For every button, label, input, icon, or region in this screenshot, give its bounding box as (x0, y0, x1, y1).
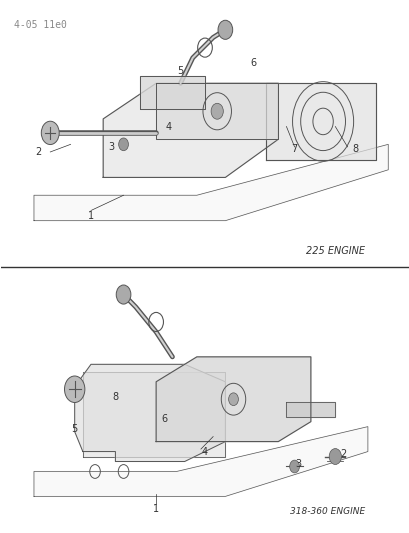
Text: 6: 6 (161, 414, 167, 424)
Polygon shape (156, 83, 278, 139)
Circle shape (228, 393, 238, 406)
Polygon shape (265, 83, 375, 159)
Text: 225 ENGINE: 225 ENGINE (305, 246, 364, 256)
Circle shape (116, 285, 130, 304)
Text: 4: 4 (202, 447, 207, 457)
Polygon shape (83, 372, 225, 457)
Polygon shape (74, 365, 225, 462)
Text: 7: 7 (291, 144, 297, 155)
Polygon shape (156, 357, 310, 441)
Text: 8: 8 (112, 392, 118, 402)
Polygon shape (139, 76, 204, 109)
Text: 2: 2 (339, 449, 346, 459)
Text: 1: 1 (88, 211, 94, 221)
Text: 1: 1 (153, 504, 159, 514)
Text: 2: 2 (35, 147, 41, 157)
Circle shape (328, 449, 341, 464)
Circle shape (218, 20, 232, 39)
Polygon shape (286, 402, 335, 417)
Text: 3: 3 (108, 142, 114, 152)
Polygon shape (103, 83, 278, 177)
Circle shape (289, 460, 299, 473)
Text: 8: 8 (352, 144, 358, 155)
Text: 5: 5 (72, 424, 78, 434)
Polygon shape (34, 144, 387, 221)
Text: 318-360 ENGINE: 318-360 ENGINE (289, 507, 364, 516)
Circle shape (118, 138, 128, 151)
Text: 6: 6 (250, 58, 256, 68)
Text: 4: 4 (165, 122, 171, 132)
Text: 3: 3 (295, 459, 301, 469)
Circle shape (211, 103, 223, 119)
Circle shape (64, 376, 85, 402)
Polygon shape (34, 426, 367, 496)
Circle shape (41, 121, 59, 144)
Text: 4-05 11e0: 4-05 11e0 (13, 20, 66, 30)
Text: 5: 5 (177, 66, 183, 76)
